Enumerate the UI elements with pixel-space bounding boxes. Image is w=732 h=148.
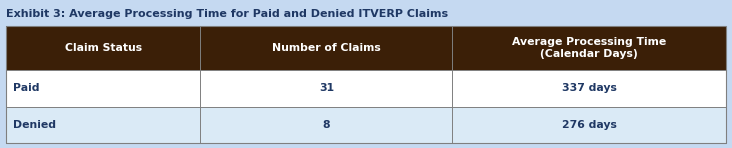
Text: Denied: Denied — [13, 120, 56, 130]
Text: 31: 31 — [319, 83, 334, 94]
Text: Average Processing Time
(Calendar Days): Average Processing Time (Calendar Days) — [512, 37, 666, 59]
Text: 8: 8 — [323, 120, 330, 130]
Text: Claim Status: Claim Status — [64, 43, 142, 53]
Bar — [6, 70, 726, 107]
Bar — [6, 26, 726, 70]
Bar — [6, 107, 726, 143]
Text: 337 days: 337 days — [562, 83, 617, 94]
Text: Paid: Paid — [13, 83, 40, 94]
Text: Exhibit 3: Average Processing Time for Paid and Denied ITVERP Claims: Exhibit 3: Average Processing Time for P… — [6, 9, 448, 19]
Text: 276 days: 276 days — [562, 120, 617, 130]
Text: Number of Claims: Number of Claims — [272, 43, 381, 53]
